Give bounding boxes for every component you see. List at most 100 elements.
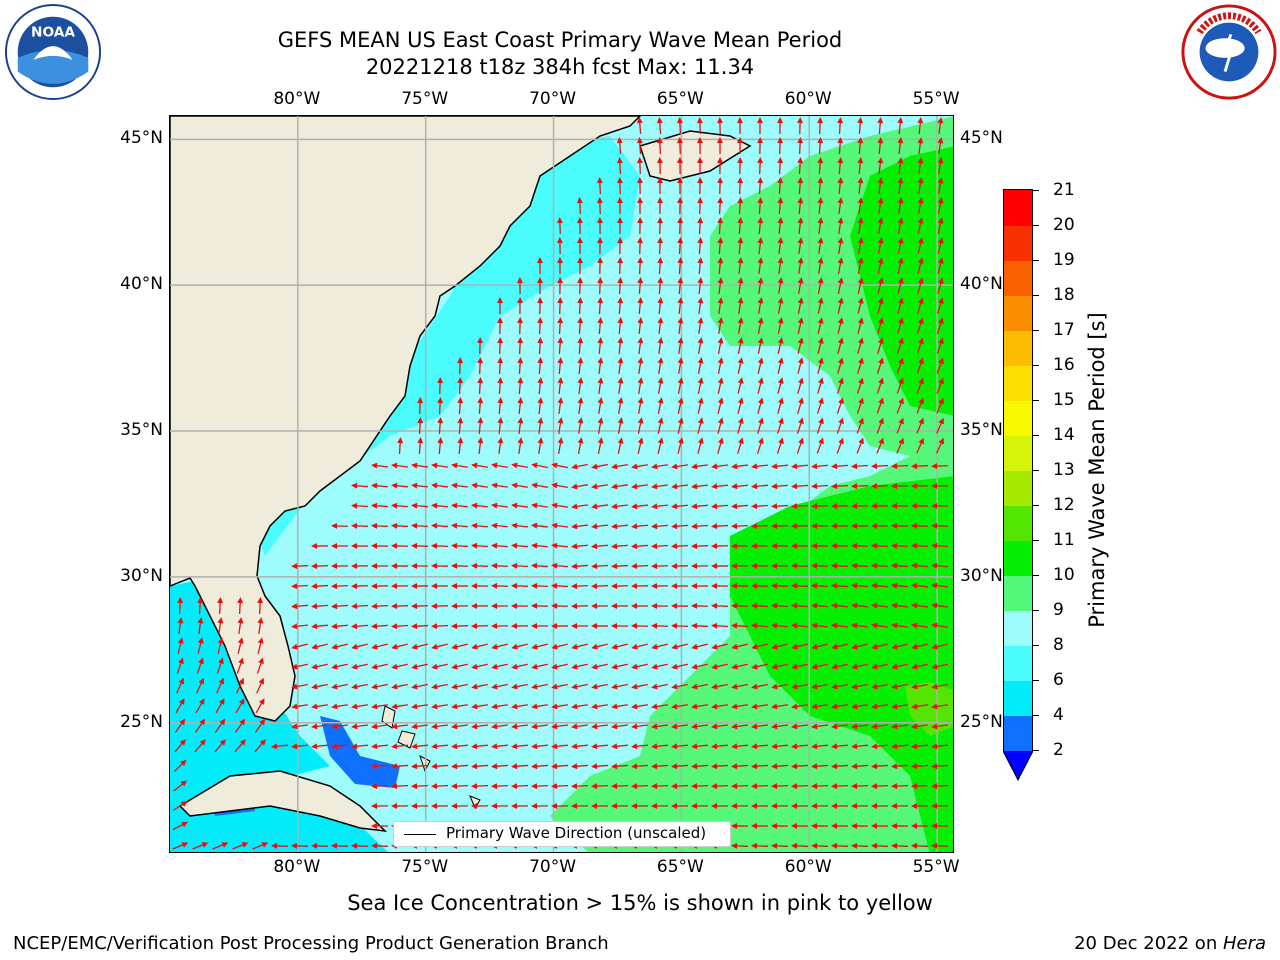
latitude-label-right: 25°N <box>960 711 1003 732</box>
direction-arrow <box>331 703 349 710</box>
direction-arrow <box>737 377 744 394</box>
direction-arrow <box>391 462 409 469</box>
wave-period-map[interactable]: Primary Wave Direction (unscaled) <box>169 115 954 853</box>
colorbar-tick-label: 4 <box>1053 705 1064 725</box>
direction-arrow <box>371 603 389 610</box>
direction-arrow <box>697 317 704 335</box>
latitude-label-right: 35°N <box>960 420 1003 441</box>
direction-arrow <box>477 397 484 415</box>
direction-arrow <box>576 217 583 235</box>
direction-arrow <box>417 437 424 455</box>
direction-arrow <box>351 842 369 849</box>
direction-arrow <box>611 483 629 490</box>
direction-arrow <box>491 582 509 589</box>
direction-arrow <box>831 542 849 549</box>
direction-arrow <box>517 437 524 455</box>
colorbar-tick-label: 13 <box>1053 460 1075 480</box>
direction-arrow <box>511 522 529 529</box>
direction-arrow <box>797 157 804 175</box>
direction-arrow <box>511 663 528 670</box>
direction-arrow <box>696 117 703 135</box>
direction-arrow <box>177 597 184 615</box>
direction-arrow <box>631 643 648 650</box>
direction-arrow <box>797 397 804 414</box>
direction-arrow <box>256 657 264 674</box>
direction-arrow <box>856 377 864 394</box>
direction-arrow <box>471 542 489 549</box>
direction-arrow <box>391 763 409 770</box>
direction-arrow <box>591 603 609 610</box>
direction-arrow <box>711 783 729 790</box>
direction-arrow <box>791 523 809 530</box>
direction-arrow <box>591 723 609 730</box>
direction-arrow <box>651 483 669 490</box>
direction-arrow <box>351 603 369 610</box>
direction-arrow <box>837 337 844 354</box>
direction-arrow <box>651 543 669 550</box>
colorbar-tick-mark <box>1033 610 1039 611</box>
direction-arrow <box>877 297 884 314</box>
direction-arrow <box>911 743 929 750</box>
direction-arrow <box>891 803 909 810</box>
direction-arrow <box>791 663 808 670</box>
direction-arrow <box>711 563 729 570</box>
direction-arrow <box>611 683 628 690</box>
direction-arrow <box>737 317 744 334</box>
colorbar-segment <box>1004 645 1032 681</box>
direction-arrow <box>797 217 804 235</box>
footer-date: 20 Dec 2022 on Hera <box>1074 933 1266 954</box>
direction-arrow <box>897 257 904 274</box>
direction-arrow <box>451 683 468 690</box>
colorbar-segment <box>1004 365 1032 401</box>
direction-arrow <box>671 783 689 790</box>
direction-arrow <box>696 137 703 155</box>
direction-arrow <box>391 803 409 810</box>
direction-arrow <box>751 822 769 829</box>
direction-arrow <box>877 157 884 175</box>
direction-arrow <box>891 602 909 609</box>
direction-arrow <box>851 522 869 529</box>
direction-arrow <box>731 602 749 609</box>
direction-arrow <box>896 417 904 434</box>
direction-arrow <box>577 377 584 395</box>
direction-arrow <box>531 482 548 489</box>
direction-arrow <box>192 842 209 850</box>
direction-arrow <box>291 703 309 710</box>
direction-arrow <box>291 563 309 570</box>
direction-arrow <box>391 663 408 670</box>
direction-arrow <box>737 237 744 255</box>
direction-arrow <box>917 197 924 214</box>
direction-arrow <box>851 783 869 790</box>
direction-arrow <box>771 842 789 849</box>
direction-arrow <box>391 703 409 710</box>
colorbar-tick-label: 12 <box>1053 495 1075 515</box>
direction-arrow <box>931 763 949 770</box>
map-legend: Primary Wave Direction (unscaled) <box>393 821 731 847</box>
direction-arrow <box>511 482 529 489</box>
direction-arrow <box>411 643 428 650</box>
direction-arrow <box>791 582 809 589</box>
direction-arrow <box>771 703 789 710</box>
direction-arrow <box>931 522 949 529</box>
direction-arrow <box>451 703 469 710</box>
direction-arrow <box>551 622 569 629</box>
direction-arrow <box>331 643 348 650</box>
direction-arrow <box>537 437 544 455</box>
direction-arrow <box>717 157 724 175</box>
direction-arrow <box>936 437 944 454</box>
direction-arrow <box>611 463 628 470</box>
direction-arrow <box>173 780 188 792</box>
direction-arrow <box>817 277 824 294</box>
direction-arrow <box>896 337 904 354</box>
direction-arrow <box>911 502 929 509</box>
direction-arrow <box>776 437 784 454</box>
direction-arrow <box>797 237 804 255</box>
direction-arrow <box>351 583 369 590</box>
direction-arrow <box>691 643 708 650</box>
direction-arrow <box>511 683 528 690</box>
direction-arrow <box>591 683 608 690</box>
direction-arrow <box>531 582 549 589</box>
direction-arrow <box>636 117 643 135</box>
direction-arrow <box>631 743 649 750</box>
direction-arrow <box>531 783 549 790</box>
